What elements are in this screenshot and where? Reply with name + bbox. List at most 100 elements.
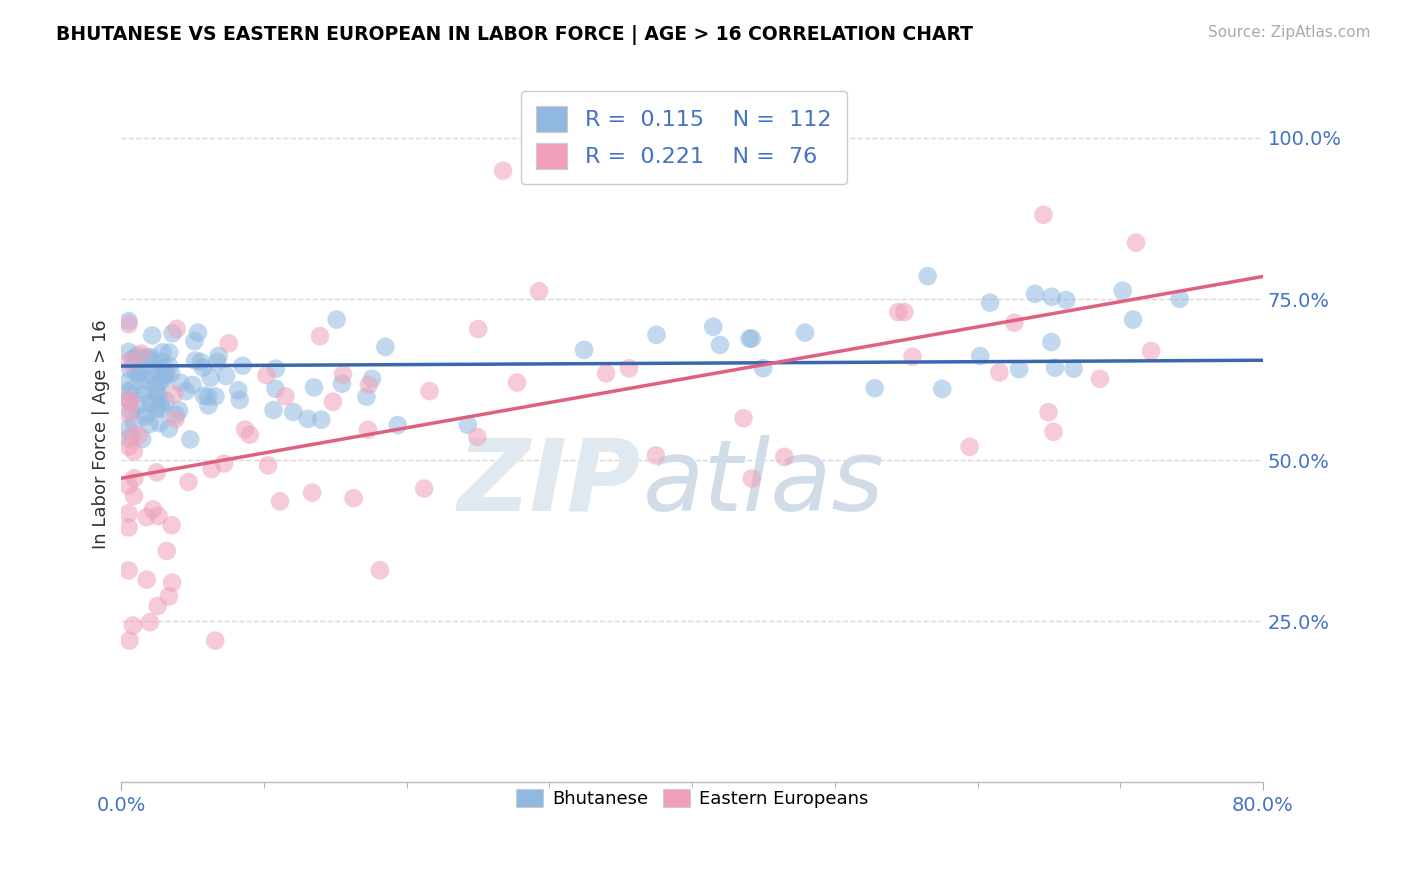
Point <box>117 507 139 521</box>
Point <box>134 383 156 397</box>
Point <box>901 350 924 364</box>
Point <box>330 376 353 391</box>
Point <box>117 408 139 422</box>
Point <box>174 384 197 399</box>
Point <box>117 385 139 400</box>
Point <box>148 388 170 402</box>
Point <box>131 365 153 379</box>
Point <box>193 389 215 403</box>
Point <box>283 405 305 419</box>
Point <box>205 355 228 369</box>
Point <box>204 633 226 648</box>
Point <box>702 319 724 334</box>
Point <box>357 377 380 392</box>
Point <box>197 398 219 412</box>
Point <box>1008 362 1031 376</box>
Point <box>150 355 173 369</box>
Point <box>419 384 441 398</box>
Point <box>141 328 163 343</box>
Point <box>1024 286 1046 301</box>
Point <box>257 458 280 473</box>
Point <box>117 564 139 578</box>
Point <box>125 349 148 363</box>
Point <box>356 390 378 404</box>
Point <box>152 345 174 359</box>
Point <box>297 411 319 425</box>
Point <box>1040 334 1063 349</box>
Point <box>131 346 153 360</box>
Point <box>139 615 162 630</box>
Point <box>1038 405 1060 419</box>
Point <box>233 423 256 437</box>
Point <box>645 327 668 342</box>
Point <box>1122 312 1144 326</box>
Point <box>157 345 180 359</box>
Point <box>931 382 953 396</box>
Text: Source: ZipAtlas.com: Source: ZipAtlas.com <box>1208 25 1371 40</box>
Point <box>163 387 186 401</box>
Point <box>139 396 162 410</box>
Point <box>709 338 731 352</box>
Point <box>595 367 617 381</box>
Point <box>149 361 172 376</box>
Point <box>1043 360 1066 375</box>
Point <box>145 466 167 480</box>
Point <box>1040 290 1063 304</box>
Point <box>181 377 204 392</box>
Text: ZIP: ZIP <box>458 434 641 532</box>
Point <box>149 375 172 389</box>
Point <box>226 384 249 398</box>
Point <box>322 394 344 409</box>
Point <box>773 450 796 464</box>
Point <box>155 393 177 408</box>
Point <box>863 381 886 395</box>
Point <box>120 362 142 376</box>
Point <box>959 440 981 454</box>
Point <box>118 354 141 368</box>
Point <box>122 489 145 503</box>
Point <box>177 475 200 489</box>
Point <box>117 314 139 328</box>
Point <box>527 284 550 298</box>
Point <box>157 590 180 604</box>
Point <box>135 406 157 420</box>
Point <box>741 472 763 486</box>
Point <box>131 432 153 446</box>
Point <box>215 369 238 384</box>
Point <box>125 365 148 379</box>
Point <box>1125 235 1147 250</box>
Point <box>146 401 169 416</box>
Point <box>128 367 150 381</box>
Point <box>917 269 939 284</box>
Point <box>117 421 139 435</box>
Point <box>212 457 235 471</box>
Point <box>357 423 380 437</box>
Point <box>752 361 775 376</box>
Point <box>197 390 219 404</box>
Point <box>741 331 763 345</box>
Point <box>145 361 167 376</box>
Point <box>467 430 489 444</box>
Point <box>155 366 177 380</box>
Point <box>232 359 254 373</box>
Point <box>138 417 160 432</box>
Point <box>228 392 250 407</box>
Point <box>332 368 354 382</box>
Point <box>127 398 149 412</box>
Point <box>160 366 183 380</box>
Point <box>117 392 139 407</box>
Point <box>1032 208 1054 222</box>
Point <box>1054 293 1077 307</box>
Point <box>148 508 170 523</box>
Point <box>166 322 188 336</box>
Point <box>506 376 529 390</box>
Point <box>190 355 212 369</box>
Point <box>122 618 145 632</box>
Point <box>117 317 139 331</box>
Point <box>146 599 169 613</box>
Point <box>969 349 991 363</box>
Point <box>256 368 278 383</box>
Point <box>134 409 156 424</box>
Point <box>204 389 226 403</box>
Point <box>492 164 515 178</box>
